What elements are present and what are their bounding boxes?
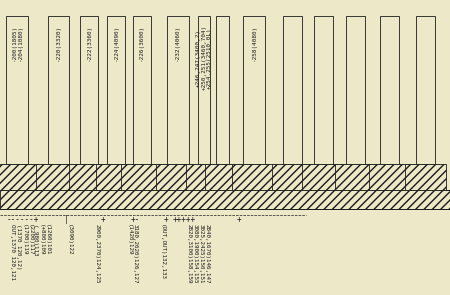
Bar bbox=[193, 164, 215, 180]
Text: (OUT,OUT)132,133: (OUT,OUT)132,133 bbox=[160, 224, 165, 280]
Text: (1260)101
(+800)109
( 980)113
(2200)117
(1700)119
(1370 120,12)
OUT,1370 120,121: (1260)101 (+800)109 ( 980)113 (2200)117 … bbox=[10, 224, 49, 280]
Bar bbox=[128, 164, 155, 180]
Bar bbox=[239, 164, 270, 180]
Text: -220(3320): -220(3320) bbox=[56, 25, 61, 61]
Bar bbox=[346, 16, 365, 164]
Bar bbox=[411, 164, 439, 180]
Bar bbox=[369, 164, 410, 190]
Text: 3180,2620)126,127
(1420)129: 3180,2620)126,127 (1420)129 bbox=[127, 224, 138, 284]
Text: |: | bbox=[64, 215, 69, 224]
Bar bbox=[232, 164, 276, 190]
Bar bbox=[156, 164, 200, 190]
Bar bbox=[283, 16, 302, 164]
Text: +-: +- bbox=[130, 215, 140, 224]
Bar bbox=[380, 16, 399, 164]
Bar bbox=[186, 164, 221, 190]
Bar bbox=[2, 164, 32, 180]
Bar bbox=[375, 164, 403, 180]
Text: (3090)122: (3090)122 bbox=[67, 224, 72, 256]
Text: +: + bbox=[163, 215, 168, 224]
Bar bbox=[198, 16, 210, 164]
Bar bbox=[416, 16, 435, 164]
Bar bbox=[122, 164, 162, 190]
Text: -222(3360): -222(3360) bbox=[86, 25, 92, 61]
Bar bbox=[96, 164, 136, 190]
Text: +: + bbox=[236, 215, 241, 224]
Text: -258(4080): -258(4080) bbox=[252, 25, 257, 61]
Text: -200(1805)
-204(1080): -200(1805) -204(1080) bbox=[12, 25, 22, 61]
Bar bbox=[103, 164, 130, 180]
Bar bbox=[302, 164, 344, 190]
Text: ------+: ------+ bbox=[6, 215, 39, 224]
Bar bbox=[405, 164, 446, 190]
Text: 2840,1670)146,147
3025,2425)150,151
3080,1900)154,155
2820,3100)158,159: 2840,1670)146,147 3025,2425)150,151 3080… bbox=[187, 224, 209, 284]
Bar bbox=[314, 16, 333, 164]
Bar bbox=[76, 164, 103, 180]
Bar bbox=[342, 164, 369, 180]
Bar bbox=[6, 16, 28, 164]
Bar bbox=[243, 16, 265, 164]
Bar bbox=[0, 190, 450, 209]
Bar bbox=[212, 164, 234, 180]
Bar bbox=[216, 16, 229, 164]
Bar bbox=[279, 164, 306, 180]
Text: 2900,2370)124,125: 2900,2370)124,125 bbox=[94, 224, 99, 284]
Bar bbox=[272, 164, 313, 190]
Text: -232(4060): -232(4060) bbox=[175, 25, 180, 61]
Bar bbox=[335, 164, 376, 190]
Bar bbox=[309, 164, 337, 180]
Text: -226(3600): -226(3600) bbox=[139, 25, 144, 61]
Bar bbox=[0, 164, 39, 190]
Bar bbox=[69, 164, 109, 190]
Text: +++++: +++++ bbox=[173, 215, 196, 224]
Bar bbox=[167, 16, 189, 164]
Bar bbox=[48, 16, 69, 164]
Text: +: + bbox=[100, 215, 105, 224]
Bar bbox=[80, 16, 98, 164]
Text: -224(4090): -224(4090) bbox=[113, 25, 119, 61]
Bar bbox=[107, 16, 125, 164]
Bar bbox=[162, 164, 193, 180]
Bar bbox=[133, 16, 151, 164]
Bar bbox=[205, 164, 240, 190]
Bar bbox=[43, 164, 74, 180]
Bar bbox=[36, 164, 81, 190]
Text: +246,247(3400,2)
+250,251(3460,704)
+254,255(2510,0L): +246,247(3400,2) +250,251(3460,704) +254… bbox=[196, 25, 212, 90]
